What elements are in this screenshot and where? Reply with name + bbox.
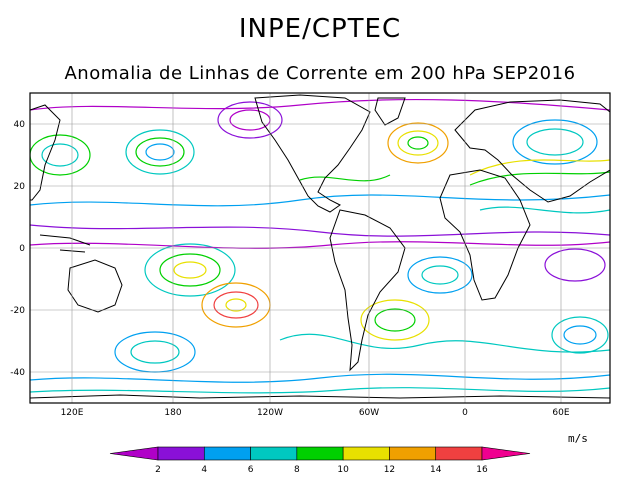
colorbar-swatch	[296, 446, 344, 461]
lon-label: 180	[164, 408, 181, 418]
lon-label: 60W	[359, 408, 379, 418]
streamlines	[30, 98, 610, 394]
colorbar-label: 16	[476, 465, 488, 475]
colorbar-arrow-left	[109, 446, 159, 461]
colorbar-label: 2	[155, 465, 161, 475]
colorbar-swatch	[389, 446, 437, 461]
lat-label: -40	[10, 368, 25, 378]
gridlines	[30, 93, 610, 403]
colorbar-swatch	[157, 446, 205, 461]
lon-label: 120E	[61, 408, 84, 418]
lat-label: 40	[14, 120, 26, 130]
lat-label: 0	[19, 244, 25, 254]
chart-subtitle: Anomalia de Linhas de Corrente em 200 hP…	[64, 63, 576, 84]
lon-label: 120W	[257, 408, 283, 418]
colorbar-swatch	[203, 446, 251, 461]
colorbar-labels: 2 4 6 8 10 12 14 16	[155, 465, 488, 475]
colorbar-swatch	[435, 446, 483, 461]
lat-label: -20	[10, 306, 25, 316]
lat-label: 20	[14, 182, 26, 192]
chart-title: INPE/CPTEC	[238, 14, 402, 44]
lon-label: 60E	[552, 408, 569, 418]
lon-axis: 120E 180 120W 60W 0 60E	[61, 408, 570, 418]
colorbar-swatch	[342, 446, 390, 461]
colorbar-arrow-right	[481, 446, 531, 461]
colorbar-label: 6	[248, 465, 254, 475]
colorbar	[109, 446, 531, 461]
map-frame	[29, 92, 611, 404]
colorbar-label: 10	[337, 465, 349, 475]
lon-label: 0	[462, 408, 468, 418]
coastlines	[30, 94, 610, 399]
colorbar-label: 14	[430, 465, 442, 475]
colorbar-label: 4	[201, 465, 207, 475]
lat-axis: 40 20 0 -20 -40	[10, 120, 25, 378]
colorbar-unit: m/s	[568, 432, 588, 445]
colorbar-label: 8	[294, 465, 300, 475]
colorbar-label: 12	[384, 465, 395, 475]
colorbar-swatch	[250, 446, 298, 461]
